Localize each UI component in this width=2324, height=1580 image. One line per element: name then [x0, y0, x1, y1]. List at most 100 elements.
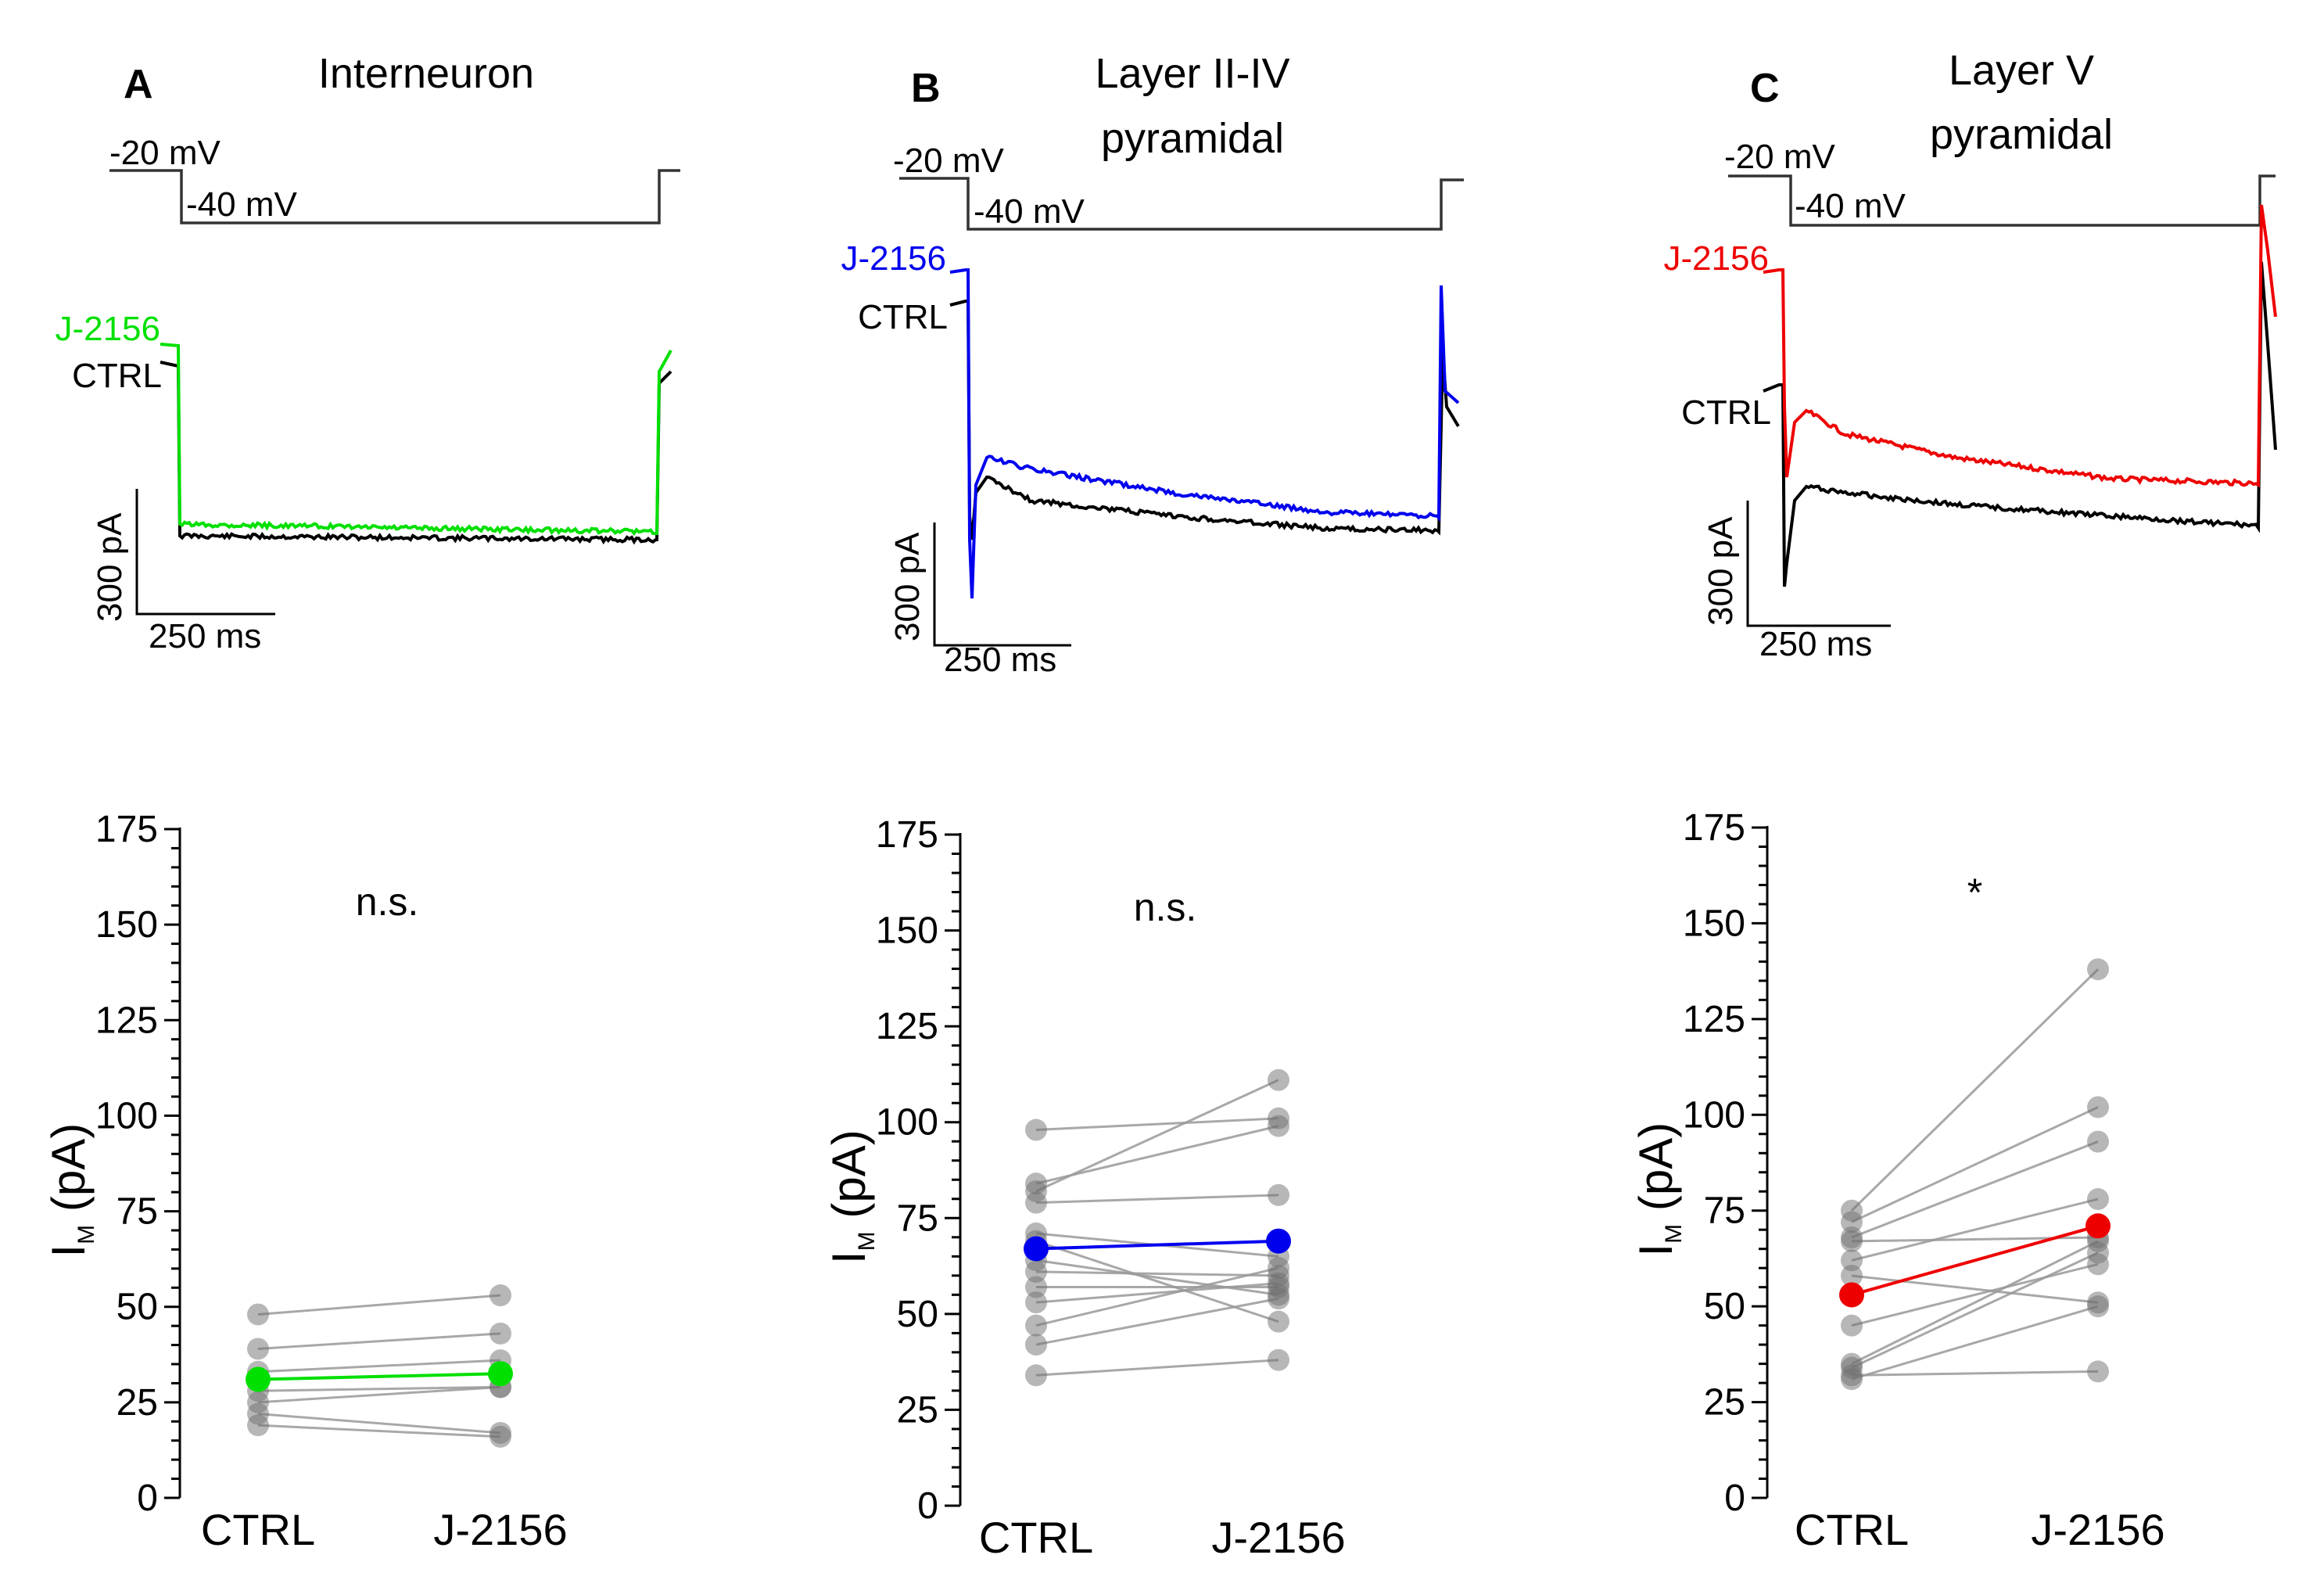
chart-b-pair-line — [1035, 1297, 1279, 1346]
chart-a-mean-line — [257, 1372, 501, 1381]
chart-a-pair-line — [257, 1424, 501, 1438]
chart-a-ytick-label: 0 — [137, 1478, 158, 1519]
chart-a-ytick-label: 125 — [95, 1000, 158, 1041]
chart-c-mean-drug-point — [2086, 1213, 2111, 1239]
chart-a-ytick-label: 75 — [117, 1191, 158, 1233]
chart-c-ytick-label: 125 — [1683, 999, 1745, 1040]
chart-b-pair-line — [1035, 1240, 1279, 1323]
chart-a-significance: n.s. — [356, 880, 419, 924]
panel-a-current-scale: 300 pA — [91, 512, 129, 622]
chart-b-pair-line — [1035, 1079, 1279, 1193]
chart-b-mean-ctrl-point — [1024, 1236, 1049, 1262]
panel-c-title-line1: Layer V — [1949, 47, 2094, 94]
panel-b-voltage-protocol — [899, 177, 1464, 231]
chart-a-im: 0 25 50 75 100 125 150 175 IM (pA) CTRL J-2156 n.s. — [42, 809, 568, 1554]
chart-b-drug-point — [1268, 1348, 1289, 1371]
chart-b-drug-point — [1268, 1183, 1289, 1206]
panel-b-ctrl-label: CTRL — [858, 298, 948, 336]
chart-a-pair-line — [257, 1385, 501, 1392]
panel-c-ctrl-label: CTRL — [1681, 393, 1771, 432]
chart-c-ylabel: IM (pA) — [1630, 1122, 1687, 1257]
chart-b-im: 0 25 50 75 100 125 150 175 IM (pA) CTRL J-2156 n.s. — [823, 814, 1346, 1562]
chart-c-drug-point — [2087, 1096, 2109, 1119]
chart-a-ylabel-sub: M — [74, 1225, 99, 1244]
chart-c-pair-line — [1851, 1370, 2099, 1377]
chart-a-ylabel-main: I — [42, 1244, 95, 1258]
chart-c-pair-line — [1851, 1106, 2099, 1223]
chart-a-ytick-label: 50 — [117, 1287, 158, 1328]
chart-c-ylabel-unit: (pA) — [1630, 1122, 1682, 1224]
chart-b-ytick-label: 175 — [876, 814, 938, 856]
chart-b-ctrl-point — [1025, 1119, 1047, 1141]
panel-b-drug-label: J-2156 — [841, 239, 946, 278]
chart-a-pair-line — [257, 1294, 501, 1316]
chart-c-pair-line — [1851, 1198, 2099, 1262]
chart-a-mean-ctrl-point — [246, 1366, 271, 1392]
chart-c-pair-line — [1851, 1240, 2099, 1365]
chart-b-pair-line — [1035, 1194, 1279, 1205]
panel-c-voltage-protocol — [1728, 174, 2276, 227]
chart-a-drug-point — [490, 1322, 511, 1345]
chart-c-ctrl-point — [1841, 1211, 1863, 1233]
panel-c-hold-label: -20 mV — [1724, 138, 1835, 176]
chart-b-significance: n.s. — [1134, 885, 1197, 929]
chart-c-ytick-label: 0 — [1724, 1478, 1745, 1519]
panel-c-traces: C Layer V pyramidal -20 mV -40 mV J-2156… — [1663, 47, 2277, 663]
chart-b-ytick-label: 150 — [876, 910, 938, 952]
panel-b-title-line1: Layer II-IV — [1095, 50, 1289, 97]
chart-a-drug-point — [490, 1425, 511, 1448]
chart-b-drug-point — [1268, 1287, 1289, 1310]
panel-b-letter: B — [911, 66, 941, 111]
chart-c-ylabel-sub: M — [1661, 1224, 1687, 1244]
chart-b-ylabel-main: I — [823, 1251, 875, 1264]
chart-b-pair-line — [1035, 1282, 1279, 1304]
chart-c-pair-line — [1851, 1305, 2099, 1381]
chart-b-pair-line — [1035, 1259, 1279, 1296]
panel-b-hold-label: -20 mV — [893, 142, 1004, 180]
panel-b-current-scale: 300 pA — [888, 532, 927, 641]
chart-c-mean-line — [1851, 1224, 2099, 1297]
chart-c-drug-point — [2087, 1188, 2109, 1211]
chart-c-ytick-label: 50 — [1704, 1286, 1745, 1327]
chart-a-pair-line — [257, 1332, 501, 1350]
chart-b-pair-line — [1035, 1270, 1279, 1277]
chart-b-mean-drug-point — [1266, 1228, 1291, 1254]
panel-a-scalebar — [135, 489, 275, 616]
chart-b-ctrl-point — [1025, 1314, 1047, 1337]
chart-c-pair-line — [1851, 1251, 2099, 1369]
panel-a-letter: A — [124, 62, 153, 107]
panel-a-ctrl-trace — [160, 361, 672, 545]
chart-b-category-label: J-2156 — [1211, 1513, 1345, 1562]
chart-c-ytick-label: 150 — [1683, 903, 1745, 944]
chart-c-significance: * — [1967, 871, 1982, 914]
panel-c-ctrl-trace — [1763, 261, 2277, 587]
chart-c-category-label: J-2156 — [2031, 1505, 2164, 1554]
chart-a-ytick-label: 25 — [117, 1382, 158, 1424]
chart-b-mean-line — [1035, 1239, 1279, 1251]
chart-b-ylabel-unit: (pA) — [823, 1129, 875, 1231]
chart-b-pair-line — [1035, 1266, 1279, 1327]
chart-c-category-label: CTRL — [1795, 1505, 1909, 1554]
chart-c-ctrl-point — [1841, 1264, 1863, 1287]
chart-c-ytick-label: 175 — [1683, 807, 1745, 849]
chart-b-ctrl-point — [1025, 1291, 1047, 1314]
chart-b-pair-line — [1035, 1359, 1279, 1377]
panel-a-traces: A Interneuron -20 mV -40 mV J-2156 CTRL … — [55, 50, 680, 655]
panel-b-ctrl-trace — [949, 300, 1460, 540]
chart-b-drug-point — [1268, 1272, 1289, 1295]
chart-c-drug-point — [2087, 1130, 2109, 1153]
chart-b-category-label: CTRL — [979, 1513, 1093, 1562]
chart-c-ylabel-main: I — [1630, 1244, 1682, 1257]
panel-a-time-scale: 250 ms — [149, 617, 261, 655]
chart-a-ytick-label: 175 — [95, 809, 158, 850]
chart-c-pair-line — [1851, 1274, 2099, 1304]
chart-b-ylabel-sub: M — [854, 1231, 880, 1251]
chart-c-ctrl-point — [1841, 1368, 1863, 1391]
chart-a-ylabel: IM (pA) — [42, 1123, 99, 1258]
chart-b-drug-point — [1268, 1310, 1289, 1333]
chart-a-ylabel-unit: (pA) — [42, 1123, 95, 1225]
chart-b-ctrl-point — [1025, 1191, 1047, 1214]
panel-c-letter: C — [1750, 66, 1780, 111]
chart-a-mean-drug-point — [488, 1361, 513, 1387]
panel-b-step-label: -40 mV — [974, 192, 1085, 231]
